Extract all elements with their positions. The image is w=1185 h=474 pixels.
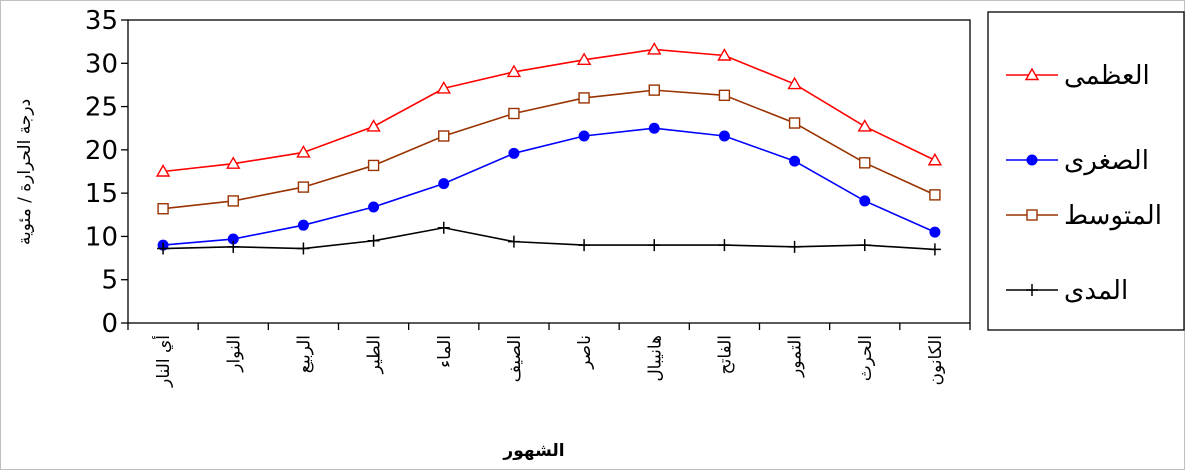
data-point	[366, 119, 381, 132]
data-point	[859, 157, 871, 169]
y-tick-label: 5	[101, 266, 118, 296]
data-point	[297, 242, 310, 255]
data-point	[929, 226, 941, 238]
y-tick-label: 15	[85, 179, 118, 209]
data-point	[929, 189, 941, 201]
data-point	[437, 221, 450, 234]
x-axis-title: الشهور	[502, 441, 564, 461]
data-point	[928, 243, 941, 256]
data-point	[858, 239, 871, 252]
data-point	[718, 130, 730, 142]
legend-box	[987, 11, 1185, 331]
y-tick-label: 25	[85, 93, 118, 123]
y-axis: 0 5 10 15 20 25 30 35	[85, 6, 128, 339]
legend-label: المدى	[1064, 276, 1128, 306]
data-point	[647, 42, 662, 55]
x-axis: أي النار النوار الربيع الطير الماء الصيف ناصر ه…	[127, 323, 971, 388]
legend-marker	[1026, 154, 1038, 166]
series-4	[157, 221, 941, 256]
series-line	[163, 226, 935, 251]
data-point	[297, 219, 309, 231]
data-point	[296, 145, 311, 158]
legend-marker	[1026, 284, 1038, 296]
data-point	[576, 52, 592, 66]
data-point	[157, 203, 169, 215]
data-point	[297, 181, 310, 193]
data-point	[507, 235, 520, 248]
data-point	[648, 239, 661, 252]
x-tick-label: ناصر	[575, 335, 595, 370]
legend: العظمى الصغرى المتوسط المدى	[1006, 61, 1162, 306]
data-point	[859, 195, 871, 207]
data-point	[648, 122, 660, 134]
data-point	[155, 164, 171, 177]
data-point	[718, 89, 731, 102]
data-point	[226, 156, 241, 169]
series-2	[157, 122, 941, 251]
x-tick-label: الكانون	[926, 335, 946, 385]
data-point	[508, 107, 520, 120]
y-tick-label: 10	[85, 222, 118, 252]
data-point	[438, 130, 450, 142]
data-point	[927, 152, 943, 166]
legend-marker	[1026, 209, 1038, 221]
series-3	[157, 84, 941, 215]
y-tick-label: 35	[85, 6, 118, 36]
x-tick-label: الماء	[435, 335, 455, 368]
legend-marker	[1024, 67, 1040, 81]
series-line	[162, 48, 936, 173]
x-tick-label: الطير	[365, 335, 385, 374]
data-point	[718, 239, 731, 252]
data-point	[508, 147, 520, 159]
data-point	[788, 240, 801, 253]
legend-item: العظمى	[1006, 61, 1150, 91]
data-point	[227, 195, 239, 207]
data-point	[367, 234, 380, 247]
data-point	[578, 92, 590, 104]
series-line	[162, 89, 936, 210]
x-tick-label: الفاتح	[715, 335, 735, 374]
x-tick-label: الربيع	[294, 335, 314, 373]
data-point	[789, 155, 801, 167]
data-point	[227, 240, 240, 253]
legend-item: المتوسط	[1006, 201, 1162, 231]
legend-item: الصغرى	[1006, 146, 1149, 176]
data-point	[368, 201, 380, 213]
y-tick-label: 0	[101, 309, 118, 339]
x-tick-label: التمور	[786, 335, 806, 378]
y-tick-label: 20	[85, 136, 118, 166]
data-point	[578, 130, 590, 142]
data-point	[648, 84, 660, 96]
data-point	[857, 119, 872, 132]
x-tick-label: هانيبال	[645, 335, 665, 382]
legend-item: المدى	[1006, 276, 1128, 306]
data-point	[436, 80, 451, 94]
y-tick-label: 30	[85, 49, 118, 79]
legend-label: العظمى	[1064, 61, 1150, 91]
x-tick-label: الحرث	[856, 335, 876, 381]
data-point	[788, 117, 801, 129]
data-point	[578, 239, 591, 252]
x-tick-label: النوار	[224, 335, 244, 373]
series-line	[163, 127, 936, 246]
data-point	[506, 64, 522, 78]
legend-label: الصغرى	[1064, 146, 1149, 176]
y-axis-title: درجة الحرارة / مئوية	[15, 99, 35, 245]
data-point	[438, 178, 450, 190]
data-point	[787, 76, 802, 90]
series-1	[155, 42, 943, 177]
data-point	[157, 242, 170, 255]
x-tick-label: أي النار	[152, 335, 174, 388]
x-tick-label: الصيف	[505, 335, 525, 382]
data-point	[367, 159, 380, 172]
series-layer	[155, 42, 943, 256]
data-point	[717, 48, 732, 61]
legend-label: المتوسط	[1064, 201, 1162, 231]
